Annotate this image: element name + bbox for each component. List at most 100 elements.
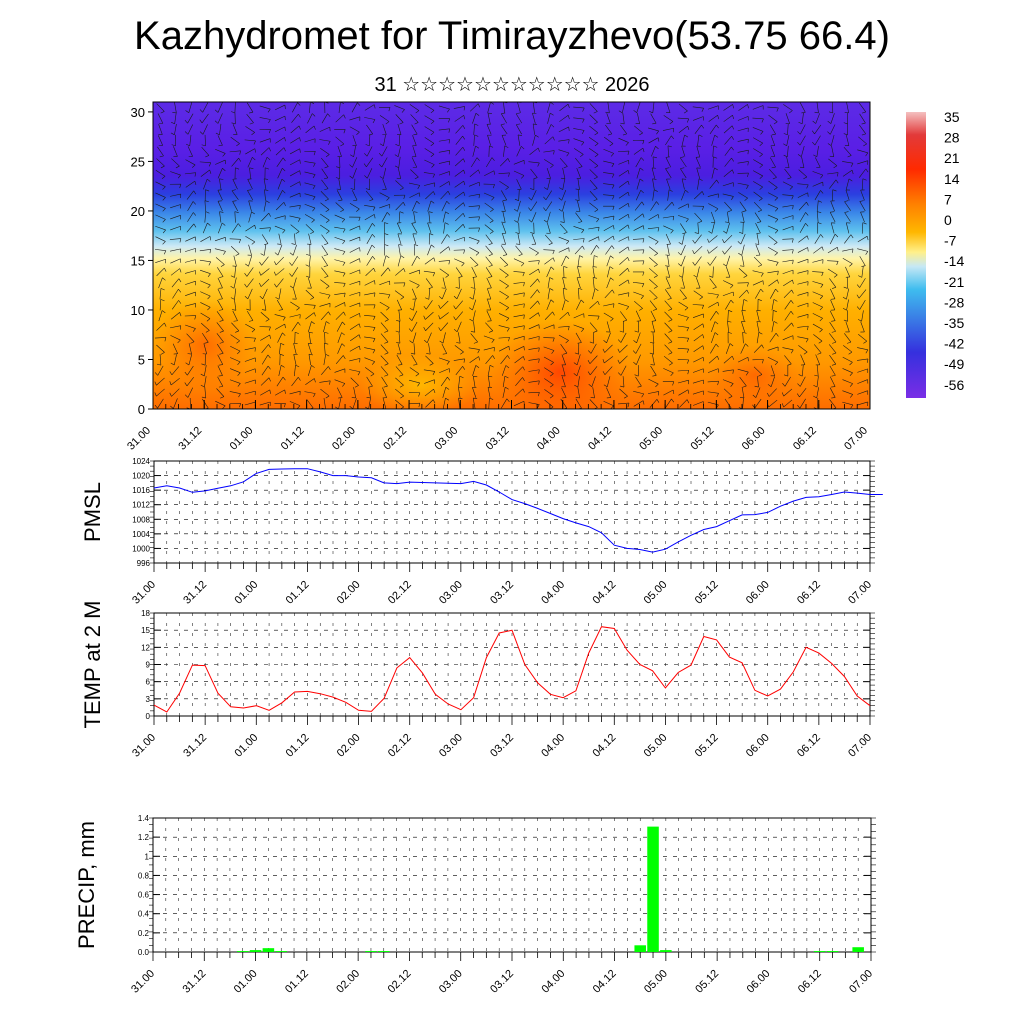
wind-barb-flag bbox=[593, 176, 598, 180]
wind-barb-flag bbox=[504, 375, 509, 379]
wind-barb-flag bbox=[429, 363, 434, 366]
wind-barb bbox=[769, 288, 779, 299]
wind-barb-shaft bbox=[483, 335, 495, 340]
wind-barb-flag bbox=[832, 287, 837, 289]
wind-barb-flag bbox=[476, 157, 480, 161]
wind-barb bbox=[797, 145, 805, 157]
wind-barb bbox=[711, 134, 719, 146]
wind-barb bbox=[573, 226, 585, 234]
wind-barb-shaft bbox=[816, 376, 819, 388]
wind-barb-flag bbox=[385, 121, 390, 125]
wind-barb bbox=[217, 277, 223, 289]
wind-barb-shaft bbox=[530, 168, 538, 178]
wind-barb bbox=[560, 211, 565, 223]
wind-barb-shaft bbox=[649, 257, 658, 265]
wind-barb bbox=[260, 334, 271, 341]
wind-barb-flag bbox=[515, 232, 520, 234]
y-tick-label: 1024 bbox=[132, 457, 150, 466]
wind-barb bbox=[543, 190, 553, 201]
wind-barb-shaft bbox=[439, 181, 450, 188]
wind-barb bbox=[678, 233, 685, 245]
wind-barb bbox=[632, 140, 645, 145]
wind-barb bbox=[724, 157, 734, 167]
wind-barb-flag bbox=[453, 295, 458, 300]
wind-barb-shaft bbox=[783, 279, 793, 287]
wind-barb bbox=[725, 266, 731, 278]
wind-barb-flag bbox=[384, 233, 389, 236]
wind-barb-flag bbox=[685, 189, 689, 193]
wind-barb-flag bbox=[438, 296, 443, 300]
wind-barb-shaft bbox=[157, 365, 164, 376]
wind-barb-flag bbox=[179, 184, 182, 189]
x-tick-label: 03.00 bbox=[437, 732, 465, 760]
wind-barb-shaft bbox=[681, 134, 685, 146]
wind-barb bbox=[247, 178, 253, 190]
wind-barb-shaft bbox=[801, 112, 804, 124]
wind-barb-flag bbox=[194, 181, 197, 186]
wind-barb bbox=[573, 354, 581, 366]
wind-barb bbox=[707, 391, 719, 398]
wind-barb-flag bbox=[730, 285, 734, 289]
wind-barb-shaft bbox=[635, 343, 642, 354]
wind-barb bbox=[693, 345, 705, 352]
wind-barb bbox=[543, 201, 553, 211]
wind-barb bbox=[424, 137, 435, 147]
wind-barb bbox=[722, 245, 732, 255]
wind-barb-shaft bbox=[707, 391, 719, 394]
wind-barb bbox=[576, 277, 582, 289]
wind-barb-shaft bbox=[588, 226, 600, 230]
wind-barb-shaft bbox=[857, 368, 868, 373]
wind-barb-flag bbox=[612, 195, 615, 200]
wind-barb-shaft bbox=[606, 332, 611, 343]
wind-barb bbox=[650, 354, 655, 366]
wind-barb-shaft bbox=[155, 192, 166, 198]
wind-barb bbox=[709, 278, 717, 289]
wind-barb-shaft bbox=[187, 146, 193, 157]
wind-barb-shaft bbox=[782, 204, 794, 208]
wind-barb-shaft bbox=[291, 377, 299, 387]
wind-barb-flag bbox=[342, 228, 346, 233]
wind-barb-shaft bbox=[711, 222, 715, 234]
wind-barb-shaft bbox=[816, 387, 820, 399]
wind-barb bbox=[307, 233, 312, 245]
wind-barb-shaft bbox=[458, 332, 461, 344]
wind-barb bbox=[454, 345, 464, 355]
wind-barb-shaft bbox=[859, 201, 866, 212]
pmsl-line bbox=[153, 468, 883, 553]
wind-barb bbox=[472, 375, 478, 388]
wind-barb-shaft bbox=[485, 322, 494, 332]
wind-barb-shaft bbox=[633, 390, 644, 395]
wind-barb bbox=[663, 389, 675, 396]
wind-barb-shaft bbox=[248, 211, 252, 223]
wind-barb bbox=[154, 365, 164, 376]
wind-barb bbox=[381, 212, 391, 223]
wind-barb bbox=[274, 314, 286, 321]
x-tick-label: 31.00 bbox=[125, 425, 153, 453]
wind-barb bbox=[771, 321, 778, 333]
wind-barb bbox=[861, 222, 867, 234]
wind-barb bbox=[274, 268, 285, 276]
wind-barb bbox=[351, 190, 358, 201]
wind-barb-shaft bbox=[395, 180, 404, 189]
wind-barb-flag bbox=[384, 319, 389, 322]
wind-barb bbox=[439, 368, 450, 374]
wind-barb-shaft bbox=[260, 389, 270, 396]
wind-barb-shaft bbox=[277, 332, 283, 343]
wind-barb-shaft bbox=[588, 236, 599, 242]
wind-barb bbox=[860, 211, 865, 223]
wind-barb-flag bbox=[416, 200, 420, 205]
wind-barb-shaft bbox=[394, 105, 405, 110]
wind-barb bbox=[618, 279, 630, 287]
wind-barb bbox=[260, 389, 271, 396]
wind-barb bbox=[814, 190, 824, 201]
wind-barb bbox=[201, 134, 206, 147]
wind-barb-flag bbox=[701, 305, 704, 309]
x-tick-label: 05.12 bbox=[693, 732, 721, 760]
wind-barb bbox=[487, 375, 493, 388]
wind-barb-flag bbox=[161, 310, 166, 314]
wind-barb-shaft bbox=[394, 290, 405, 298]
wind-barb-shaft bbox=[829, 398, 837, 409]
wind-barb bbox=[844, 234, 854, 244]
wind-barb bbox=[230, 288, 237, 300]
